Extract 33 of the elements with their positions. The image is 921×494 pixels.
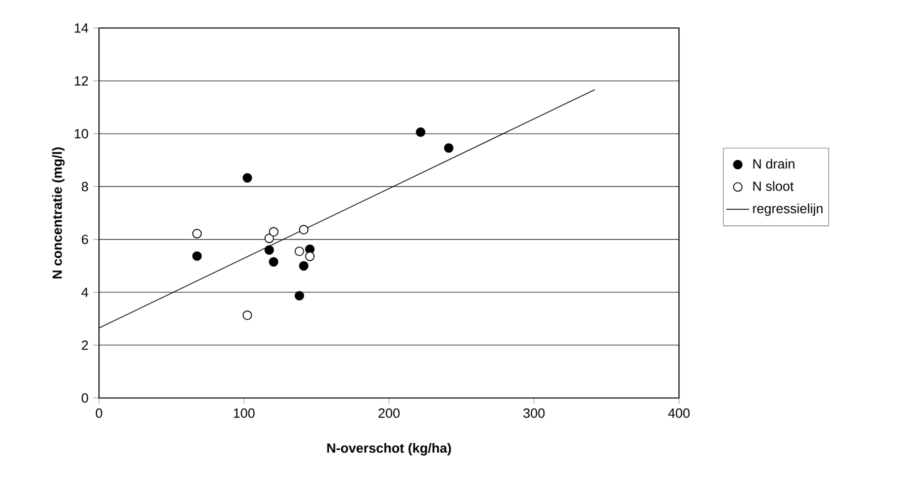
x-tick-label: 400 <box>668 408 690 418</box>
y-tick-label: 12 <box>74 76 88 86</box>
point <box>264 245 274 255</box>
point <box>264 234 274 244</box>
point <box>268 227 278 236</box>
legend-label: N sloot <box>753 181 794 191</box>
x-tick-label: 300 <box>523 408 545 418</box>
y-axis-title: N concentratie (mg/l) <box>52 147 65 278</box>
y-tick-label: 2 <box>82 340 88 350</box>
point <box>416 127 426 137</box>
x-tick-label: 200 <box>378 408 400 418</box>
point <box>305 252 315 262</box>
x-tick-label: 100 <box>234 408 255 418</box>
y-tick-label: 0 <box>82 393 88 403</box>
y-tick-label: 6 <box>82 234 88 244</box>
point <box>294 246 304 256</box>
y-tick-label: 14 <box>74 23 88 33</box>
point <box>192 251 202 261</box>
point <box>242 310 252 320</box>
point <box>299 224 308 234</box>
legend-label: N drain <box>753 158 794 169</box>
point <box>268 257 278 267</box>
y-tick-label: 4 <box>82 288 88 297</box>
y-tick-label: 8 <box>82 182 88 192</box>
point <box>444 143 454 153</box>
y-tick-label: 10 <box>74 129 88 138</box>
point <box>299 261 308 271</box>
point <box>192 228 202 238</box>
x-axis-title: N-overschot (kg/ha) <box>327 442 451 456</box>
point <box>294 290 304 300</box>
legend-label: regressielijn <box>753 203 822 216</box>
point <box>242 173 252 183</box>
x-tick-label: 0 <box>96 408 102 418</box>
